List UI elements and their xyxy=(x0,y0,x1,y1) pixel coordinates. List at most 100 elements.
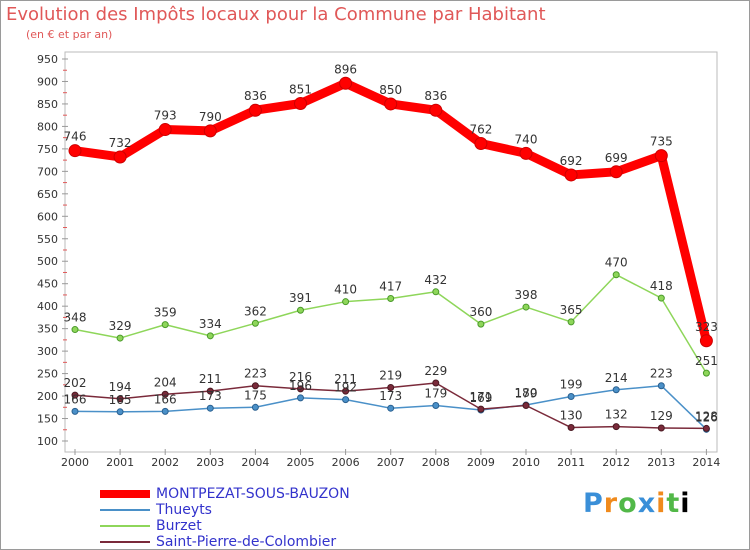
data-point xyxy=(297,306,304,314)
data-label: 132 xyxy=(605,408,628,422)
x-tick-label: 2013 xyxy=(647,456,675,469)
x-tick-label: 2000 xyxy=(61,456,89,469)
data-point xyxy=(474,136,488,150)
legend-swatch xyxy=(100,509,150,511)
data-point xyxy=(432,401,440,409)
data-label: 223 xyxy=(244,367,267,381)
data-point xyxy=(567,424,575,432)
x-tick-label: 2007 xyxy=(377,456,405,469)
logo-letter: r xyxy=(603,488,619,519)
data-label: 836 xyxy=(424,89,447,103)
data-point xyxy=(113,150,127,164)
x-tick-label: 2008 xyxy=(422,456,450,469)
data-point xyxy=(161,321,169,329)
data-point xyxy=(158,123,172,137)
data-label: 214 xyxy=(605,371,628,385)
data-label: 126 xyxy=(695,410,718,424)
data-label: 130 xyxy=(560,409,583,423)
y-tick-label: 550 xyxy=(37,233,58,246)
data-label: 391 xyxy=(289,291,312,305)
data-label: 175 xyxy=(244,388,267,402)
data-label: 740 xyxy=(515,132,538,146)
logo-letter: i xyxy=(656,488,667,519)
data-label: 329 xyxy=(109,319,132,333)
data-label: 173 xyxy=(379,389,402,403)
data-label: 179 xyxy=(515,386,538,400)
data-label: 192 xyxy=(334,381,357,395)
chart-axes: 100 150 200 250 300 350 400 450 500 550 600 650 700 7… xyxy=(37,51,720,469)
data-point xyxy=(161,390,169,398)
data-point xyxy=(477,320,485,328)
data-label: 128 xyxy=(695,409,718,423)
data-point xyxy=(71,326,79,334)
y-tick-label: 300 xyxy=(37,345,58,358)
logo-letter: t xyxy=(666,488,681,519)
data-label: 194 xyxy=(109,380,132,394)
chart-subtitle: (en € et par an) xyxy=(26,28,113,41)
x-tick-label: 2002 xyxy=(151,456,179,469)
data-point xyxy=(251,319,259,327)
data-label: 166 xyxy=(64,392,87,406)
data-point xyxy=(339,76,353,90)
legend-label: Burzet xyxy=(156,518,202,534)
data-point xyxy=(699,334,713,348)
x-tick-label: 2012 xyxy=(602,456,630,469)
data-point xyxy=(477,405,485,413)
data-label: 211 xyxy=(199,372,222,386)
data-point xyxy=(68,144,82,158)
x-tick-label: 2004 xyxy=(241,456,269,469)
data-label: 129 xyxy=(650,409,673,423)
data-point xyxy=(387,404,395,412)
y-tick-label: 650 xyxy=(37,188,58,201)
legend-swatch xyxy=(100,541,150,543)
y-tick-label: 800 xyxy=(37,120,58,133)
data-point xyxy=(612,423,620,431)
data-label: 896 xyxy=(334,62,357,76)
data-label: 211 xyxy=(334,372,357,386)
data-point xyxy=(116,334,124,342)
data-label: 398 xyxy=(515,288,538,302)
data-label: 699 xyxy=(605,151,628,165)
data-point xyxy=(297,385,304,393)
y-tick-label: 200 xyxy=(37,390,58,403)
data-point xyxy=(702,424,710,432)
x-tick-label: 2014 xyxy=(692,456,720,469)
data-label: 410 xyxy=(334,283,357,297)
data-point xyxy=(297,394,304,402)
data-point xyxy=(294,96,307,110)
legend-label: MONTPEZAT-SOUS-BAUZON xyxy=(156,486,350,502)
y-tick-label: 450 xyxy=(37,278,58,291)
data-label: 165 xyxy=(109,393,132,407)
data-point xyxy=(612,271,620,279)
data-point xyxy=(203,124,217,138)
data-label: 735 xyxy=(650,135,673,149)
y-tick-label: 500 xyxy=(37,255,58,268)
data-point xyxy=(387,384,395,392)
data-label: 323 xyxy=(695,320,718,334)
x-tick-label: 2001 xyxy=(106,456,134,469)
legend-label: Saint-Pierre-de-Colombier xyxy=(156,534,337,550)
data-point xyxy=(522,401,530,409)
data-point xyxy=(657,294,665,302)
data-label: 417 xyxy=(379,280,402,294)
y-tick-label: 600 xyxy=(37,210,58,223)
data-label: 746 xyxy=(64,130,87,144)
x-tick-label: 2006 xyxy=(332,456,360,469)
data-label: 360 xyxy=(469,305,492,319)
data-point xyxy=(71,407,79,415)
data-label: 169 xyxy=(469,391,492,405)
data-label: 180 xyxy=(515,386,538,400)
data-label: 470 xyxy=(605,256,628,270)
data-point xyxy=(432,379,440,387)
y-tick-label: 350 xyxy=(37,323,58,336)
data-label: 179 xyxy=(424,386,447,400)
chart-title: Evolution des Impôts locaux pour la Comm… xyxy=(6,4,546,25)
data-point xyxy=(251,382,259,390)
data-point xyxy=(116,408,124,416)
data-label: 432 xyxy=(424,273,447,287)
data-point xyxy=(432,288,440,296)
data-point xyxy=(522,303,530,311)
data-point xyxy=(564,168,578,182)
data-point xyxy=(429,103,443,117)
